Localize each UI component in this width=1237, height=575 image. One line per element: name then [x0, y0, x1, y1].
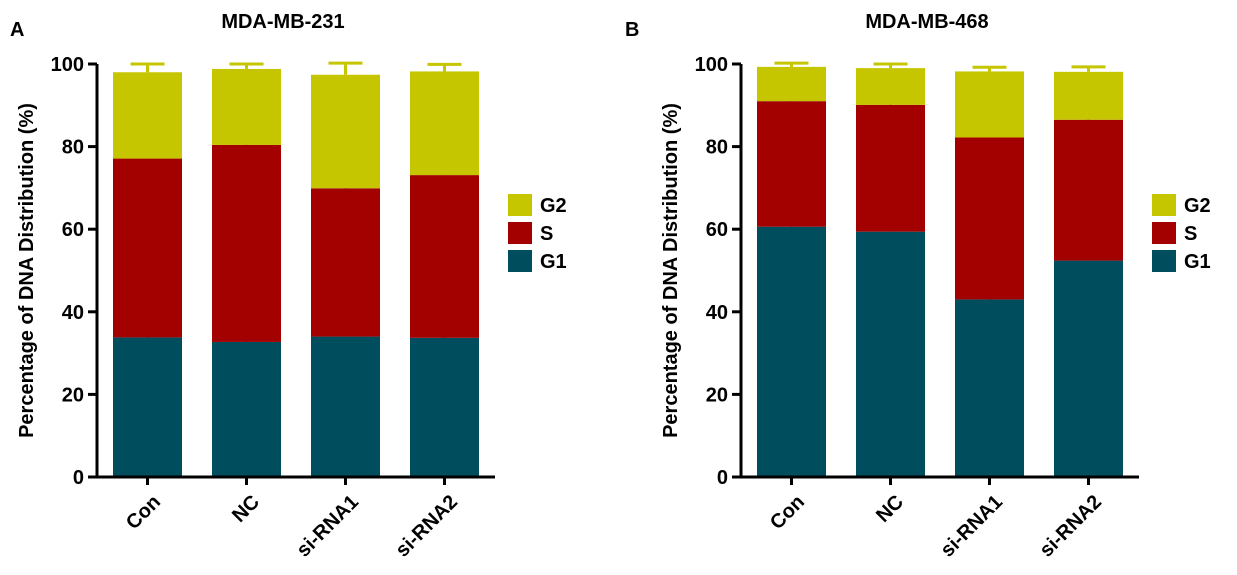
bar-g1-si-rna1: [955, 299, 1024, 477]
y-tick-label: 60: [62, 219, 84, 241]
y-tick-label: 40: [62, 302, 84, 324]
bar-g1-con: [113, 337, 182, 477]
y-tick-label: 100: [695, 54, 728, 76]
bar-g2-con: [113, 72, 182, 159]
legend-swatch-g1: [1152, 250, 1176, 272]
y-tick-label: 0: [717, 467, 728, 489]
y-tick-label: 40: [706, 302, 728, 324]
y-tick-label: 20: [62, 384, 84, 406]
legend-swatch-g2: [508, 194, 532, 216]
y-axis-label: Percentage of DNA Distribution (%): [660, 103, 682, 438]
y-tick-label: 80: [62, 137, 84, 159]
legend-label-g2: G2: [540, 195, 567, 217]
bar-s-nc: [856, 104, 925, 232]
bar-g1-nc: [856, 231, 925, 477]
bar-g2-nc: [856, 68, 925, 105]
y-tick-label: 60: [706, 219, 728, 241]
y-tick-label: 100: [51, 54, 84, 76]
bar-g2-si-rna2: [410, 71, 479, 176]
bar-g1-nc: [212, 341, 281, 477]
bar-s-con: [113, 158, 182, 338]
legend-swatch-s: [1152, 222, 1176, 244]
y-axis-label: Percentage of DNA Distribution (%): [16, 103, 38, 438]
panel-label: A: [10, 19, 24, 41]
x-tick-label-si-rna2: si-RNA2: [391, 491, 462, 562]
bar-g2-si-rna1: [311, 74, 380, 189]
bar-s-si-rna2: [410, 175, 479, 338]
bar-s-si-rna2: [1054, 119, 1123, 261]
chart-title: MDA-MB-231: [221, 11, 344, 33]
x-tick-label-si-rna2: si-RNA2: [1035, 491, 1106, 562]
x-tick-label-si-rna1: si-RNA1: [292, 491, 363, 562]
bar-g2-nc: [212, 68, 281, 145]
legend-swatch-g1: [508, 250, 532, 272]
legend-label-g1: G1: [1184, 251, 1211, 273]
legend-label-g1: G1: [540, 251, 567, 273]
bar-s-si-rna1: [311, 188, 380, 337]
y-tick-label: 0: [73, 467, 84, 489]
bar-g1-si-rna2: [1054, 260, 1123, 477]
bar-s-con: [757, 101, 826, 227]
legend-label-s: S: [1184, 223, 1197, 245]
chart-title: MDA-MB-468: [865, 11, 988, 33]
chart-panel-2: B MDA-MB-468 Percentage of DNA Distributio…: [625, 11, 1211, 562]
bar-g1-si-rna2: [410, 337, 479, 477]
legend-swatch-s: [508, 222, 532, 244]
bar-g2-con: [757, 66, 826, 102]
panel-label: B: [625, 19, 639, 41]
x-tick-label-con: Con: [122, 491, 165, 534]
bar-s-nc: [212, 144, 281, 342]
x-tick-label-nc: NC: [872, 491, 908, 527]
bar-g1-si-rna1: [311, 336, 380, 477]
legend-swatch-g2: [1152, 194, 1176, 216]
legend-label-g2: G2: [1184, 195, 1211, 217]
y-tick-label: 80: [706, 137, 728, 159]
bar-g2-si-rna2: [1054, 71, 1123, 120]
x-tick-label-si-rna1: si-RNA1: [936, 491, 1007, 562]
legend-label-s: S: [540, 223, 553, 245]
bar-s-si-rna1: [955, 137, 1024, 300]
y-tick-label: 20: [706, 384, 728, 406]
chart-panel-1: A MDA-MB-231 Percentage of DNA Distributio…: [10, 11, 567, 562]
bar-g1-con: [757, 226, 826, 477]
x-tick-label-nc: NC: [228, 491, 264, 527]
bar-g2-si-rna1: [955, 71, 1024, 138]
x-tick-label-con: Con: [766, 491, 809, 534]
